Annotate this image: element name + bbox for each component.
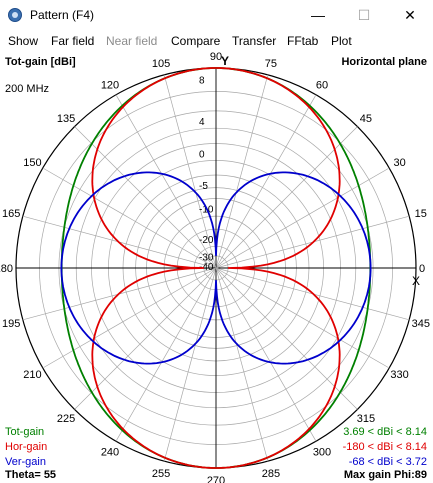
grid-spoke (42, 167, 217, 269)
plane-label: Horizontal plane (341, 56, 427, 68)
angle-label: 195 (2, 318, 20, 330)
angle-label: 240 (101, 447, 119, 459)
legend-ver-gain-range: -68 < dBi < 3.72 (348, 456, 427, 468)
angle-label: 315 (357, 413, 375, 425)
grid-spoke (115, 267, 217, 442)
grid-spoke (215, 94, 317, 269)
menu-near-field[interactable]: Near field (106, 34, 158, 48)
grid-spoke (215, 167, 390, 269)
frequency-label: 200 MHz (5, 83, 50, 95)
radial-tick-label: 0 (199, 150, 205, 161)
angle-label: 150 (23, 157, 41, 169)
angle-label: 255 (152, 468, 170, 480)
radial-tick-label: -5 (199, 181, 208, 192)
legend-tot-gain-range: 3.69 < dBi < 8.14 (343, 426, 427, 438)
menu-far-field[interactable]: Far field (51, 34, 95, 48)
legend-hor-gain-range: -180 < dBi < 8.14 (342, 441, 427, 453)
menu-show[interactable]: Show (8, 34, 39, 48)
window-title: Pattern (F4) (30, 8, 95, 22)
angle-label: 300 (313, 447, 331, 459)
grid-spoke (215, 267, 390, 369)
max-gain-label: Max gain Phi:89 (343, 469, 427, 481)
radial-tick-label: 4 (199, 117, 205, 128)
radial-tick-label: 8 (199, 76, 205, 87)
angle-label: 120 (101, 79, 119, 91)
grid-spoke (215, 267, 358, 410)
angle-label: 285 (262, 468, 280, 480)
radial-tick-label: -20 (199, 235, 214, 246)
menu-plot[interactable]: Plot (331, 34, 352, 48)
angle-label: 345 (412, 318, 430, 330)
x-axis-label: X (412, 274, 420, 288)
app-icon (8, 8, 22, 22)
angle-label: 270 (207, 475, 225, 483)
angle-label: 60 (316, 79, 328, 91)
maximize-button[interactable]: ☐ (357, 7, 371, 23)
angle-label: 180 (0, 263, 13, 275)
angle-label: 330 (390, 369, 408, 381)
menu-bar: Show Far field Near field Compare Transf… (0, 31, 433, 52)
grid-spoke (74, 267, 217, 410)
angle-label: 225 (57, 413, 75, 425)
grid-spoke (74, 126, 217, 269)
menu-compare[interactable]: Compare (171, 34, 221, 48)
title-bar: Pattern (F4) — ☐ ✕ (0, 0, 433, 31)
pattern-plot-area: 0 15 30 45 60 75 90 105 120 135 150 165 180 195 210 225… (0, 52, 433, 483)
menu-transfer[interactable]: Transfer (232, 34, 277, 48)
angle-label: 15 (415, 208, 427, 220)
ver-gain-curve (60, 171, 372, 365)
polar-plot: 0 15 30 45 60 75 90 105 120 135 150 165 180 195 210 225… (0, 52, 430, 483)
hor-gain-curve (91, 67, 341, 469)
grid-spoke (42, 267, 217, 369)
legend-hor-gain: Hor-gain (5, 441, 48, 453)
close-button[interactable]: ✕ (404, 7, 416, 23)
radial-tick-label: -40 (199, 262, 214, 273)
grid-spoke (215, 126, 358, 269)
angle-label: 90 (210, 52, 222, 63)
gain-type-label: Tot-gain [dBi] (5, 56, 76, 68)
grid-spoke (215, 267, 317, 442)
grid-spoke (215, 267, 269, 462)
grid-spoke (215, 74, 269, 269)
angle-label: 135 (57, 113, 75, 125)
angle-label: 30 (393, 157, 405, 169)
angle-label: 0 (419, 263, 425, 275)
radial-tick-label: -30 (199, 252, 214, 263)
legend-tot-gain: Tot-gain (5, 426, 45, 438)
grid-spoke (115, 94, 217, 269)
angle-label: 75 (265, 58, 277, 70)
grid-spoke (163, 74, 217, 269)
y-axis-label: Y (221, 54, 229, 68)
theta-label: Theta= 55 (5, 469, 57, 481)
angle-label: 165 (2, 208, 20, 220)
menu-fftab[interactable]: FFtab (287, 34, 319, 48)
legend-ver-gain: Ver-gain (5, 456, 46, 468)
angle-label: 105 (152, 58, 170, 70)
minimize-button[interactable]: — (311, 7, 325, 23)
angle-label: 210 (23, 369, 41, 381)
grid-spoke (163, 267, 217, 462)
angle-label: 45 (360, 113, 372, 125)
